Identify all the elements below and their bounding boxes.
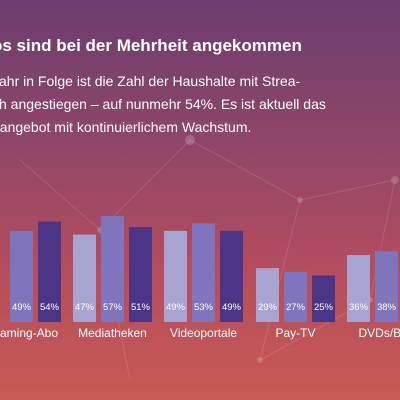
bar-group-0: 49% 54% [10, 221, 61, 322]
value-label-series-2-3: 27% [286, 302, 306, 313]
bar-group-3: 29% 27% 25% [256, 268, 335, 322]
intro-line-1: Jahr in Folge ist die Zahl der Haushalte… [0, 73, 301, 89]
bar-series-3-0 [38, 221, 61, 322]
value-label-series-2-2: 53% [194, 302, 214, 313]
bar-series-1-3 [256, 268, 279, 322]
category-label-3: Pay-TV [275, 326, 315, 340]
value-label-series-1-2: 49% [166, 302, 186, 313]
category-label-0: aming-Abo [0, 326, 58, 340]
bar-group-4: 36% 38% [347, 251, 398, 322]
intro-line-2: ch angestiegen – auf nunmehr 54%. Es ist… [0, 96, 326, 112]
bar-series-3-2 [220, 230, 243, 322]
bar-series-1-2 [164, 230, 187, 322]
bar-series-1-4 [347, 255, 370, 322]
value-label-series-2-4: 38% [377, 302, 397, 313]
bar-series-2-3 [284, 271, 307, 322]
value-label-series-1-3: 29% [258, 302, 278, 313]
value-label-series-3-0: 54% [40, 302, 60, 313]
value-label-series-1-1: 47% [75, 302, 95, 313]
bar-group-1: 47% 57% 51% [73, 215, 152, 322]
value-label-series-1-4: 36% [349, 302, 369, 313]
category-label-2: Videoportale [170, 326, 237, 340]
bar-series-2-0 [10, 230, 33, 322]
section-heading: os sind bei der Mehrheit angekommen [0, 36, 302, 55]
bar-group-2: 49% 53% 49% [164, 223, 243, 322]
category-label-4: DVDs/Blu- [358, 326, 400, 340]
value-label-series-3-1: 51% [131, 302, 151, 313]
intro-text: Jahr in Folge ist die Zahl der Haushalte… [0, 70, 400, 139]
bar-series-3-1 [129, 227, 152, 322]
bar-series-2-2 [192, 223, 215, 322]
bar-series-3-3 [312, 275, 335, 322]
bar-series-2-4 [375, 251, 398, 322]
value-label-series-3-3: 25% [314, 302, 334, 313]
value-label-series-3-2: 49% [222, 302, 242, 313]
value-label-series-2-0: 49% [12, 302, 32, 313]
intro-line-3: dangebot mit kontinuierlichem Wachstum. [0, 119, 252, 135]
value-label-series-2-1: 57% [103, 302, 123, 313]
bar-series-1-1 [73, 234, 96, 322]
category-label-1: Mediatheken [78, 326, 147, 340]
bar-series-2-1 [101, 215, 124, 322]
